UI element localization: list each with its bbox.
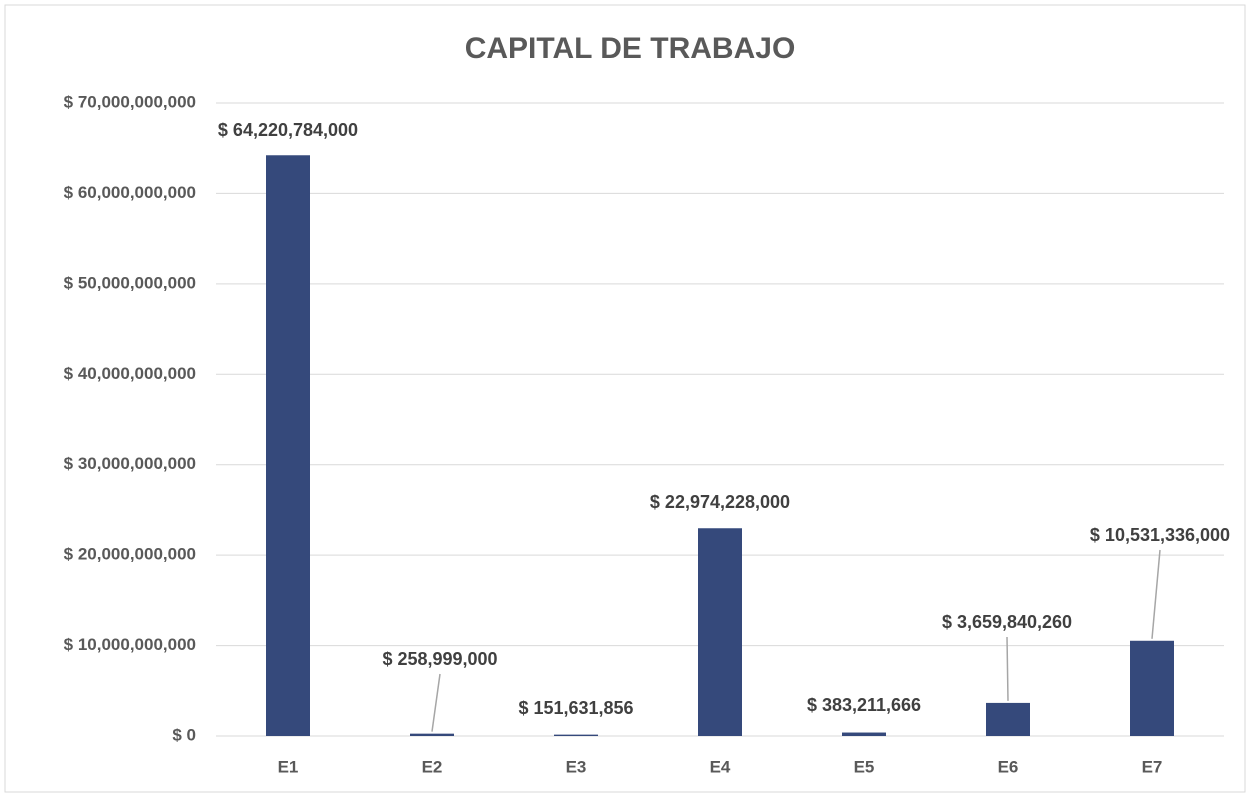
data-label: $ 10,531,336,000	[1090, 525, 1230, 545]
x-tick-label: E2	[422, 757, 443, 776]
bar	[410, 733, 454, 736]
y-tick-label: $ 20,000,000,000	[64, 545, 196, 564]
chart-title: CAPITAL DE TRABAJO	[465, 32, 796, 65]
y-tick-label: $ 30,000,000,000	[64, 454, 196, 473]
leader-line	[1006, 636, 1009, 701]
y-tick-label: $ 40,000,000,000	[64, 364, 196, 383]
data-label: $ 3,659,840,260	[942, 612, 1072, 632]
chart-border	[4, 4, 1246, 793]
y-tick-label: $ 70,000,000,000	[64, 92, 196, 111]
x-tick-label: E3	[566, 757, 587, 776]
y-tick-label: $ 10,000,000,000	[64, 635, 196, 654]
x-tick-label: E6	[998, 757, 1019, 776]
bar	[554, 734, 598, 736]
data-label: $ 258,999,000	[382, 649, 497, 669]
x-tick-label: E1	[278, 757, 299, 776]
y-tick-label: $ 50,000,000,000	[64, 273, 196, 292]
leader-line	[1151, 549, 1161, 639]
leader-line	[431, 673, 441, 732]
y-tick-label: $ 0	[172, 725, 196, 744]
data-label: $ 383,211,666	[807, 695, 921, 715]
x-tick-label: E7	[1142, 757, 1163, 776]
bar	[266, 155, 310, 736]
x-tick-label: E4	[710, 757, 731, 776]
x-tick-label: E5	[854, 757, 875, 776]
y-tick-label: $ 60,000,000,000	[64, 183, 196, 202]
data-label: $ 22,974,228,000	[650, 492, 790, 512]
bar	[698, 528, 742, 736]
bar	[986, 702, 1030, 736]
data-label: $ 64,220,784,000	[218, 120, 358, 140]
bar	[842, 732, 886, 736]
bar	[1130, 640, 1174, 736]
data-label: $ 151,631,856	[518, 698, 633, 718]
